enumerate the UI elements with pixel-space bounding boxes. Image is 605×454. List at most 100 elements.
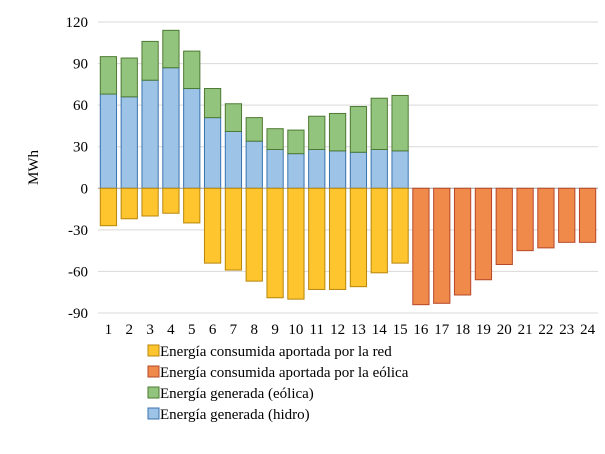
x-tick-label: 24 (580, 322, 596, 338)
x-tick-label: 18 (455, 322, 470, 338)
legend-label: Energía consumida aportada por la eólica (160, 365, 409, 381)
bar-1-8 (245, 187, 263, 282)
bar-2-24 (578, 187, 597, 243)
bar-3-13 (349, 106, 368, 153)
bar-4-3 (141, 79, 159, 189)
y-tick-label: 60 (73, 98, 88, 114)
y-axis-ticks: 120 90 60 30 0 -30 -60 -90 (66, 15, 89, 322)
bar-2-17 (433, 187, 451, 304)
bar-1-7 (224, 187, 243, 271)
bar-3-3 (141, 40, 159, 81)
x-tick-label: 7 (230, 322, 238, 338)
legend-label: Energía consumida aportada por la red (160, 344, 392, 360)
x-tick-label: 11 (310, 322, 324, 338)
y-tick-label: 90 (73, 57, 88, 73)
x-tick-label: 15 (393, 322, 408, 338)
bar-1-10 (287, 187, 305, 300)
bar-2-23 (558, 187, 576, 243)
x-tick-label: 21 (518, 322, 533, 338)
legend-swatch (147, 407, 160, 420)
bar-3-7 (224, 103, 243, 132)
x-tick-label: 6 (209, 322, 217, 338)
bar-3-8 (245, 117, 263, 142)
bars (99, 29, 597, 306)
x-tick-label: 16 (413, 322, 429, 338)
bar-2-21 (516, 187, 534, 252)
legend-swatch (147, 344, 160, 357)
bar-2-19 (474, 187, 493, 281)
x-tick-label: 13 (351, 322, 366, 338)
bar-1-3 (141, 187, 159, 217)
bar-1-4 (162, 187, 180, 214)
y-tick-label: 120 (66, 15, 89, 31)
x-tick-label: 17 (434, 322, 450, 338)
x-tick-label: 10 (288, 322, 303, 338)
x-tick-label: 5 (188, 322, 196, 338)
bar-3-6 (203, 88, 222, 119)
bar-1-12 (328, 187, 347, 290)
legend-label: Energía generada (hidro) (160, 407, 310, 423)
bar-4-11 (308, 148, 326, 189)
bar-3-5 (183, 50, 201, 90)
bar-3-10 (287, 129, 305, 155)
bar-3-1 (99, 56, 118, 95)
bar-1-1 (99, 187, 118, 227)
legend: Energía consumida aportada por la red Ene… (147, 344, 409, 423)
y-tick-label: 30 (73, 140, 88, 156)
bar-3-9 (266, 128, 284, 150)
x-tick-label: 1 (105, 322, 113, 338)
bar-3-12 (328, 112, 347, 152)
y-tick-label: 0 (81, 181, 89, 197)
x-tick-label: 23 (559, 322, 574, 338)
bar-1-15 (391, 187, 409, 264)
bar-1-5 (183, 187, 201, 224)
x-tick-label: 2 (126, 322, 134, 338)
y-axis-label: MWh (26, 150, 42, 185)
gridlines (98, 21, 598, 314)
bar-4-6 (203, 117, 222, 189)
bar-3-2 (120, 57, 138, 98)
bar-2-22 (537, 187, 555, 249)
bar-4-5 (183, 88, 201, 189)
bar-4-12 (328, 150, 347, 189)
x-tick-label: 20 (497, 322, 512, 338)
legend-swatch (147, 386, 160, 399)
bar-4-9 (266, 148, 284, 189)
x-tick-label: 3 (146, 322, 154, 338)
bar-1-2 (120, 187, 138, 220)
bar-4-13 (349, 151, 368, 189)
bar-4-10 (287, 153, 305, 189)
bar-2-16 (412, 187, 430, 306)
legend-label: Energía generada (eólica) (160, 386, 314, 402)
bar-3-14 (370, 97, 388, 150)
bar-4-4 (162, 67, 180, 189)
x-tick-label: 8 (251, 322, 259, 338)
bar-3-4 (162, 29, 180, 69)
x-axis-ticks: 1 2 3 4 5 6 7 8 9 10 11 12 13 14 15 16 17 18 19 20 21 22 23 24 (105, 322, 596, 338)
x-tick-label: 22 (538, 322, 553, 338)
bar-1-11 (308, 187, 326, 290)
bar-2-18 (453, 187, 472, 296)
y-tick-label: -30 (68, 223, 88, 239)
bar-1-6 (203, 187, 222, 264)
y-tick-label: -90 (68, 306, 88, 322)
bar-4-15 (391, 150, 409, 189)
y-tick-label: -60 (68, 264, 88, 280)
bar-4-8 (245, 140, 263, 189)
bar-4-1 (99, 93, 118, 189)
bar-3-11 (308, 115, 326, 150)
bar-4-14 (370, 148, 388, 189)
bar-3-15 (391, 94, 409, 152)
bar-2-20 (495, 187, 513, 266)
bar-1-9 (266, 187, 284, 299)
bar-1-13 (349, 187, 368, 288)
legend-swatch (147, 365, 160, 378)
x-tick-label: 4 (167, 322, 175, 338)
x-tick-label: 14 (372, 322, 388, 338)
x-tick-label: 9 (271, 322, 279, 338)
bar-4-2 (120, 96, 138, 189)
x-tick-label: 12 (330, 322, 345, 338)
bar-4-7 (224, 130, 243, 189)
bar-1-14 (370, 187, 388, 274)
